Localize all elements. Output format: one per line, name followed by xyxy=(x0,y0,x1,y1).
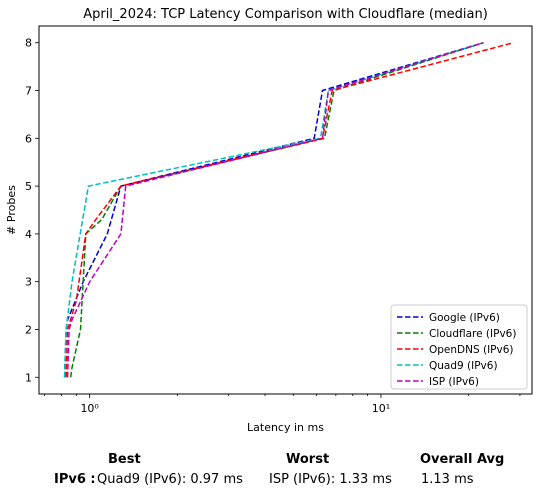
x-tick-label: 10¹ xyxy=(372,402,390,415)
series-line-3 xyxy=(65,41,514,378)
chart-title: April_2024: TCP Latency Comparison with … xyxy=(83,7,488,22)
x-tick-label: 10⁰ xyxy=(80,402,99,415)
series-line-4 xyxy=(63,41,484,378)
y-tick-label: 3 xyxy=(25,276,32,289)
y-tick-label: 4 xyxy=(25,228,32,241)
y-tick-label: 5 xyxy=(25,180,32,193)
legend-label-5: ISP (IPv6) xyxy=(429,376,479,388)
legend-label-1: Google (IPv6) xyxy=(429,312,500,324)
series-line-5 xyxy=(66,41,484,378)
legend-label-2: Cloudflare (IPv6) xyxy=(429,328,516,340)
x-axis-label: Latency in ms xyxy=(247,421,324,434)
y-tick-label: 1 xyxy=(25,371,32,384)
y-tick-label: 2 xyxy=(25,323,32,336)
plot-frame xyxy=(38,25,533,395)
y-tick-label: 6 xyxy=(25,132,32,145)
worst-value: ISP (IPv6): 1.33 ms xyxy=(269,472,392,487)
overall-avg-header: Overall Avg xyxy=(420,452,505,467)
legend-label-3: OpenDNS (IPv6) xyxy=(429,344,514,356)
y-tick-label: 8 xyxy=(25,37,32,50)
best-value: Quad9 (IPv6): 0.97 ms xyxy=(97,472,243,487)
worst-header: Worst xyxy=(286,452,330,467)
legend-box xyxy=(390,304,528,390)
y-axis-label: # Probes xyxy=(5,185,18,235)
ipv6-row-label: IPv6 : xyxy=(54,472,96,487)
legend-label-4: Quad9 (IPv6) xyxy=(429,360,498,372)
overall-avg-value: 1.13 ms xyxy=(421,472,474,487)
best-header: Best xyxy=(108,452,141,467)
latency-chart: April_2024: TCP Latency Comparison with … xyxy=(5,7,533,434)
y-tick-label: 7 xyxy=(25,85,32,98)
